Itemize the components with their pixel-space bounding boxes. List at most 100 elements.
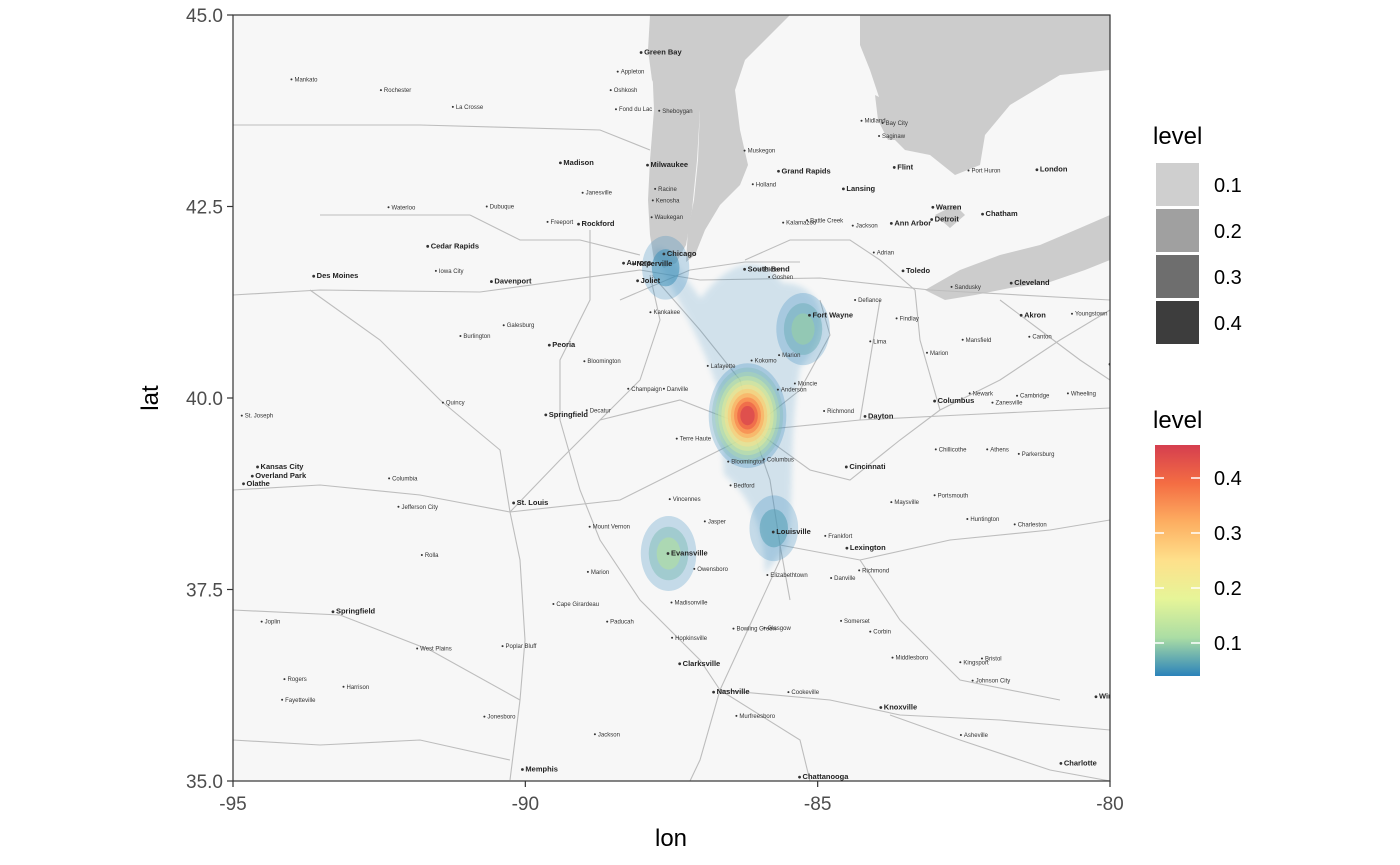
city-dot — [651, 199, 654, 202]
city-dot — [312, 274, 316, 278]
city-dot — [639, 51, 643, 54]
city-layer: Chicago Milwaukee Green Bay Madison Rockford… — [240, 48, 1153, 781]
city-dot — [777, 169, 780, 173]
axes: -95 -90 -85 -80 35.0 37.5 40.0 42.5 45.0 lon la… — [137, 6, 1124, 852]
city-label: Madisonville — [675, 601, 709, 607]
city-label: Waterloo — [392, 205, 416, 211]
city-label: Lansing — [846, 184, 875, 193]
city-dot — [776, 388, 779, 391]
city-label: Harrison — [347, 685, 370, 691]
city-label: Iowa City — [439, 269, 464, 275]
city-dot — [751, 183, 754, 186]
city-label: South Bend — [748, 264, 790, 273]
city-dot — [583, 360, 586, 363]
city-label: Fond du Lac — [619, 107, 652, 113]
city-dot — [895, 317, 898, 320]
legend-alpha-keys: 0.1 0.2 0.3 0.4 — [1154, 161, 1242, 346]
city-dot — [342, 685, 345, 688]
city-dot — [959, 734, 962, 737]
city-label: Defiance — [858, 298, 882, 304]
legend-alpha-title: level — [1153, 123, 1202, 150]
city-dot — [743, 149, 746, 152]
city-dot — [260, 620, 263, 623]
city-label: Maysville — [894, 500, 919, 506]
green-bay — [648, 15, 672, 95]
city-dot — [1016, 394, 1019, 397]
city-label: Goshen — [772, 275, 793, 281]
legend-alpha-key — [1154, 161, 1201, 208]
city-dot — [961, 338, 964, 341]
city-dot — [693, 567, 696, 570]
city-dot — [950, 285, 953, 288]
city-dot — [632, 262, 635, 266]
city-label: Lexington — [850, 543, 886, 552]
city-dot — [925, 351, 928, 354]
y-tick-label: 40.0 — [186, 389, 223, 410]
city-label: Winston-Salem — [1099, 692, 1153, 701]
city-label: Vincennes — [673, 497, 701, 503]
city-dot — [658, 109, 661, 112]
city-dot — [388, 477, 391, 480]
x-tick-label: -90 — [512, 794, 539, 815]
city-label: Akron — [1024, 310, 1046, 319]
city-dot — [892, 166, 896, 169]
city-dot — [968, 392, 971, 395]
city-label: Naperville — [636, 259, 672, 268]
city-label: Johnson City — [976, 679, 1011, 685]
city-dot — [959, 661, 962, 664]
city-dot — [771, 530, 775, 534]
city-label: Burlington — [463, 334, 490, 340]
city-dot — [890, 501, 893, 504]
city-label: Fort Wayne — [812, 310, 853, 319]
city-dot — [1035, 168, 1039, 172]
city-dot — [872, 251, 875, 254]
city-dot — [283, 678, 286, 681]
city-label: Port Huron — [972, 168, 1001, 174]
city-label: Poplar Bluff — [506, 644, 537, 650]
city-label: Rogers — [287, 677, 306, 683]
city-label: Chatham — [986, 209, 1018, 218]
city-label: Jonesboro — [487, 715, 516, 721]
city-label: Muskegon — [748, 149, 776, 155]
city-label: Mount Vernon — [593, 525, 630, 531]
city-label: Columbus — [767, 457, 794, 463]
density-layer — [640, 235, 830, 591]
y-tick-label: 45.0 — [186, 6, 223, 27]
city-dot — [891, 656, 894, 659]
city-dot — [881, 122, 884, 125]
colorbar-label: 0.4 — [1214, 468, 1242, 490]
colorbar-label: 0.2 — [1214, 578, 1242, 600]
city-dot — [426, 244, 430, 248]
city-dot — [840, 619, 843, 622]
y-tick-label: 42.5 — [186, 198, 223, 219]
city-label: Somerset — [844, 619, 870, 625]
city-label: Oshkosh — [614, 88, 638, 94]
lake-erie — [925, 215, 1110, 300]
city-label: Bloomington — [731, 460, 764, 466]
colorbar-gradient — [1155, 445, 1200, 676]
city-dot — [559, 161, 562, 165]
city-label: Elizabethtown — [770, 573, 807, 579]
density-contour-2-2 — [791, 313, 815, 345]
city-dot — [649, 311, 652, 314]
city-dot — [416, 647, 419, 650]
city-dot — [1094, 695, 1098, 699]
city-dot — [1009, 281, 1013, 285]
city-label: Green Bay — [644, 48, 682, 57]
city-label: St. Joseph — [245, 414, 273, 420]
city-label: Dubuque — [490, 205, 515, 211]
city-label: Sandusky — [955, 285, 981, 291]
city-dot — [806, 219, 809, 222]
city-dot — [331, 610, 335, 614]
city-label: Louisville — [776, 527, 811, 536]
x-tick-label: -85 — [804, 794, 831, 815]
city-label: Paducah — [610, 620, 634, 626]
city-label: Columbus — [938, 396, 975, 405]
city-label: Olathe — [247, 479, 270, 488]
city-dot — [614, 108, 617, 111]
city-label: Newark — [973, 391, 994, 397]
city-dot — [588, 525, 591, 528]
city-label: Portsmouth — [938, 493, 969, 499]
city-dot — [766, 573, 769, 576]
city-dot — [863, 414, 867, 418]
